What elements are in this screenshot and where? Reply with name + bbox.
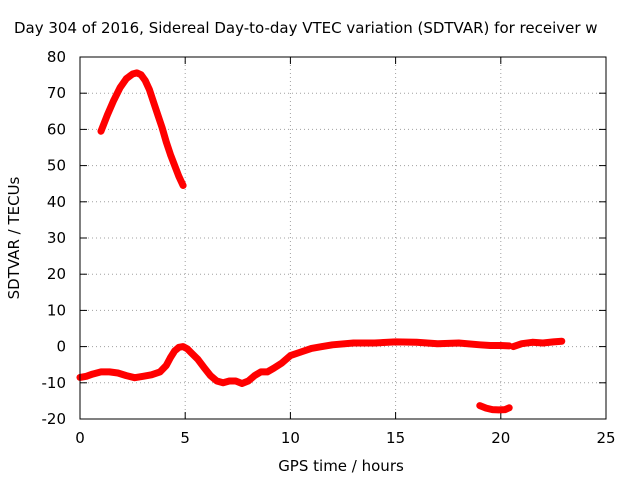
data-point: [476, 341, 483, 348]
data-point: [171, 347, 178, 355]
data-point: [257, 368, 265, 376]
y-tick-label: -10: [42, 374, 67, 392]
data-point: [89, 370, 96, 378]
data-point: [83, 373, 90, 380]
data-point: [175, 173, 183, 180]
y-axis-label: SDTVAR / TECUs: [5, 176, 23, 299]
data-point: [232, 377, 239, 385]
data-point: [518, 340, 525, 347]
plot-frame: [79, 56, 607, 420]
data-point: [226, 377, 233, 385]
data-point: [184, 345, 191, 352]
series-line: [97, 69, 187, 189]
x-tick-label: 5: [180, 429, 190, 447]
data-point: [539, 339, 547, 347]
data-point: [245, 377, 252, 385]
x-axis-label: GPS time / hours: [278, 457, 404, 475]
data-point: [495, 406, 502, 414]
x-tick-label: 25: [596, 429, 615, 447]
data-point: [142, 77, 149, 84]
data-point: [158, 124, 166, 131]
data-point: [163, 138, 170, 146]
data-point: [213, 377, 220, 385]
data-point: [171, 162, 178, 169]
y-tick-label: 0: [56, 338, 66, 356]
data-point: [150, 99, 157, 106]
y-tick-label: 70: [47, 84, 66, 102]
data-point: [146, 86, 153, 93]
data-point: [487, 342, 494, 349]
data-point: [529, 339, 536, 346]
data-point: [251, 372, 258, 379]
data-point: [97, 368, 105, 376]
data-point: [179, 182, 187, 189]
data-point: [207, 372, 214, 379]
data-point: [297, 348, 305, 356]
data-point: [270, 365, 277, 372]
data-point: [163, 362, 170, 369]
data-point: [329, 341, 336, 348]
data-point: [167, 354, 174, 361]
data-point: [188, 349, 195, 357]
data-point: [97, 128, 105, 135]
x-tick-label: 10: [281, 429, 300, 447]
y-tick-label: 20: [47, 265, 66, 283]
y-tick-label: 40: [47, 193, 66, 211]
data-point: [476, 402, 483, 409]
data-point: [558, 338, 565, 345]
y-tick-label: -20: [42, 410, 67, 428]
data-point: [131, 374, 138, 381]
data-point: [434, 340, 441, 347]
data-point: [123, 372, 130, 379]
data-point: [497, 342, 504, 349]
data-point: [194, 356, 201, 363]
data-point: [110, 97, 117, 104]
y-tick-label: 80: [47, 48, 66, 66]
data-point: [506, 404, 513, 411]
y-tick-labels: -20 -10 0 10 20 30 40 50 60 70 80: [42, 48, 67, 428]
data-point: [139, 373, 147, 380]
data-point: [350, 339, 357, 347]
data-point: [308, 345, 315, 352]
data-point: [287, 352, 294, 359]
data-point: [114, 369, 122, 377]
data-point: [278, 359, 286, 367]
data-point: [154, 111, 161, 119]
data-point: [219, 379, 227, 386]
x-tick-labels: 0 5 10 15 20 25: [75, 429, 615, 447]
data-point: [264, 368, 271, 376]
data-point: [137, 71, 145, 78]
data-point: [413, 339, 420, 346]
x-tick-label: 0: [75, 429, 85, 447]
data-point: [371, 339, 378, 347]
data-point: [106, 368, 113, 376]
x-tick-label: 20: [491, 429, 510, 447]
x-tick-label: 15: [386, 429, 405, 447]
data-point: [104, 111, 111, 119]
y-tick-label: 60: [47, 120, 66, 138]
data-point: [550, 338, 557, 346]
data-point: [455, 339, 462, 347]
y-tick-label: 30: [47, 229, 66, 247]
data-point: [318, 343, 326, 350]
y-tick-label: 50: [47, 157, 66, 175]
plot-series: [76, 69, 566, 414]
data-point: [156, 368, 164, 376]
data-point: [482, 404, 490, 412]
grid: [80, 57, 606, 419]
data-point: [200, 364, 208, 371]
data-point: [510, 343, 517, 350]
data-point: [392, 338, 399, 346]
data-point: [489, 406, 496, 413]
data-point: [167, 151, 174, 158]
chart-title: Day 304 of 2016, Sidereal Day-to-day VTE…: [14, 19, 598, 37]
y-tick-label: 10: [47, 301, 66, 319]
data-point: [238, 380, 246, 387]
data-point: [148, 371, 155, 378]
data-point: [116, 84, 124, 92]
data-point: [123, 75, 130, 82]
